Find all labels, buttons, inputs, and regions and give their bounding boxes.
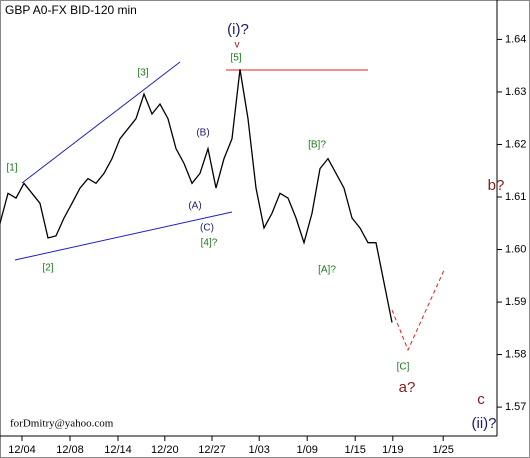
y-tick-label: 1.60 (505, 243, 526, 255)
wave-label: b? (488, 177, 505, 194)
x-tick-label: 12/08 (56, 444, 84, 456)
y-tick-label: 1.64 (505, 33, 526, 45)
trend-line (14, 211, 233, 261)
x-tick-label: 1/03 (248, 444, 269, 456)
trend-line (21, 61, 181, 184)
wave-label: (ii)? (472, 415, 497, 432)
x-tick-label: 12/20 (151, 444, 179, 456)
wave-label: [5] (230, 53, 241, 64)
wave-label: [2] (42, 263, 53, 274)
x-tick-label: 1/25 (432, 444, 453, 456)
wave-label: [C] (397, 362, 410, 373)
x-tick-label: 1/15 (344, 444, 365, 456)
wave-label: [1] (6, 163, 17, 174)
wave-label: v (235, 40, 240, 51)
x-tick-label: 1/19 (382, 444, 403, 456)
wave-label: [A]? (318, 265, 336, 276)
x-tick-label: 12/27 (198, 444, 226, 456)
wave-label: [3] (137, 68, 148, 79)
wave-label: (B) (196, 128, 209, 139)
wave-label: c (477, 391, 485, 408)
wave-label: [B]? (308, 140, 326, 151)
x-tick-label: 12/14 (104, 444, 132, 456)
wave-label: a? (399, 379, 416, 396)
y-tick-label: 1.63 (505, 86, 526, 98)
chart-title: GBP A0-FX BID-120 min (5, 3, 137, 17)
y-tick-label: 1.59 (505, 296, 526, 308)
projection-line (391, 267, 446, 352)
wave-label: [4]? (201, 238, 218, 249)
y-tick-label: 1.62 (505, 138, 526, 150)
wave-label: (C) (200, 223, 214, 234)
price-line (0, 69, 393, 323)
x-tick-label: 12/04 (8, 444, 36, 456)
wave-label: (i)? (227, 21, 249, 38)
x-tick-label: 1/09 (296, 444, 317, 456)
y-tick-label: 1.57 (505, 401, 526, 413)
y-tick-label: 1.61 (505, 191, 526, 203)
wave-label: (A) (188, 201, 201, 212)
y-tick-label: 1.58 (505, 348, 526, 360)
credit: forDmitry@yahoo.com (10, 418, 114, 430)
